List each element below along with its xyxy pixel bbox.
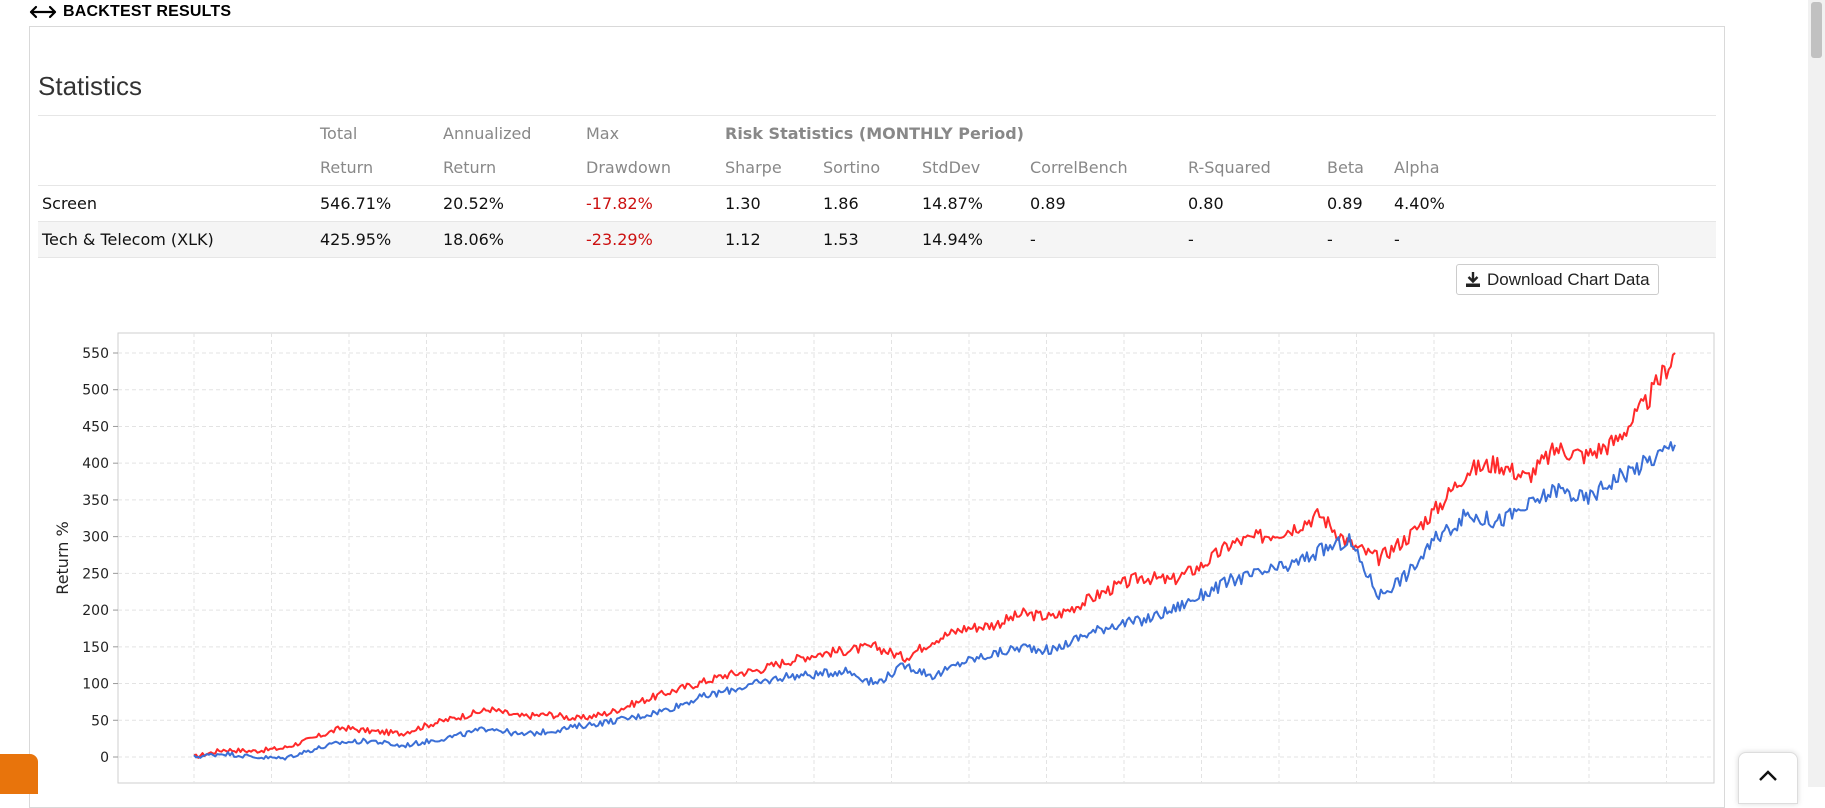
y-tick-label: 250 [82,566,109,582]
header-return: Return [316,150,439,186]
plot-frame [117,332,1715,784]
cell-correlbench: 0.89 [1026,185,1184,222]
return-chart: 0 50 100 150 200 250 300 350 400 450 500 550 Return … [53,332,1715,784]
cell-correlbench: - [1026,221,1184,258]
cell-sortino: 1.86 [819,185,918,222]
y-tick-label: 400 [82,456,109,472]
statistics-table: Total Annualized Max Risk Statistics (MO… [38,116,1716,258]
feedback-tab[interactable] [0,754,38,794]
y-tick-label: 550 [82,346,109,362]
y-tick-label: 50 [91,713,109,729]
y-tick-label: 450 [82,419,109,435]
y-tick-label: 0 [100,750,109,766]
header-cell [38,150,316,186]
header: BACKTEST RESULTS [29,0,231,24]
y-tick-label: 150 [82,640,109,656]
header-sharpe: Sharpe [721,150,819,186]
row-name: Screen [38,185,316,222]
download-chart-data-button[interactable]: Download Chart Data [1456,264,1659,295]
row-name: Tech & Telecom (XLK) [38,221,316,258]
cell-sharpe: 1.12 [721,221,819,258]
header-risk-statistics: Risk Statistics (MONTHLY Period) [725,123,1024,143]
double-arrow-icon[interactable] [29,4,57,20]
chevron-up-icon [1758,769,1778,787]
cell-stddev: 14.94% [918,221,1026,258]
cell-beta: 0.89 [1323,185,1390,222]
cell-annualized-return: 20.52% [439,185,582,222]
cell-sharpe: 1.30 [721,185,819,222]
header-drawdown: Drawdown [582,150,721,186]
cell-stddev: 14.87% [918,185,1026,222]
header-r-squared: R-Squared [1184,150,1323,186]
y-tick-label: 100 [82,677,109,693]
header-stddev: StdDev [918,150,1026,186]
y-axis-label: Return % [53,521,72,594]
page-scrollbar[interactable] [1808,0,1825,787]
header-total: Total [320,123,358,143]
cell-r-squared: - [1184,221,1323,258]
cell-annualized-return: 18.06% [439,221,582,258]
y-tick-label: 300 [82,530,109,546]
cell-max-drawdown: -17.82% [582,185,721,222]
cell-beta: - [1323,221,1390,258]
y-tick-label: 500 [82,383,109,399]
results-panel: Statistics Total Annualized Max Risk Sta… [29,26,1725,808]
cell-alpha: 4.40% [1390,185,1716,222]
header-return: Return [439,150,582,186]
page-title: BACKTEST RESULTS [63,3,232,20]
cell-r-squared: 0.80 [1184,185,1323,222]
table-row: Screen 546.71% 20.52% -17.82% 1.30 1.86 … [38,185,1716,222]
table-row: Tech & Telecom (XLK) 425.95% 18.06% -23.… [38,221,1716,258]
y-tick-label: 350 [82,493,109,509]
header-correlbench: CorrelBench [1026,150,1184,186]
header-sortino: Sortino [819,150,918,186]
download-button-label: Download Chart Data [1487,269,1650,289]
cell-total-return: 425.95% [316,221,439,258]
divider [38,115,1716,116]
scroll-to-top-button[interactable] [1738,752,1798,804]
header-max: Max [586,123,620,143]
header-alpha: Alpha [1390,150,1716,186]
cell-total-return: 546.71% [316,185,439,222]
header-annualized: Annualized [443,123,532,143]
scrollbar-thumb[interactable] [1811,2,1822,58]
header-beta: Beta [1323,150,1390,186]
cell-sortino: 1.53 [819,221,918,258]
cell-max-drawdown: -23.29% [582,221,721,258]
download-icon [1465,271,1481,288]
series-line-1 [193,352,1676,759]
series-line-2 [193,441,1676,761]
statistics-title: Statistics [38,71,143,101]
y-tick-label: 200 [82,603,109,619]
cell-alpha: - [1390,221,1716,258]
